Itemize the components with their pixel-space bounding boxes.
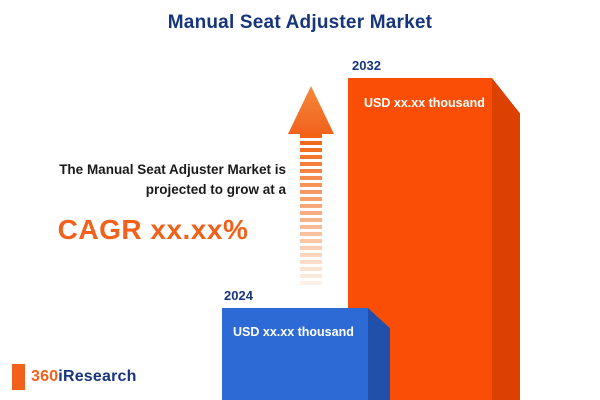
logo-text-iresearch: iResearch: [58, 368, 137, 385]
bar-2032-year-label: 2032: [352, 58, 381, 73]
description-line-2: projected to grow at a: [145, 182, 286, 198]
bar-2032-side-face: [492, 78, 520, 400]
bar-2024-year-label: 2024: [224, 288, 253, 303]
arrow-shaft-dashes: [300, 134, 322, 286]
chart-title: Manual Seat Adjuster Market: [167, 12, 433, 33]
description-line-1: The Manual Seat Adjuster Market is: [59, 162, 286, 177]
bar-2024-side-face: [368, 308, 390, 400]
cagr-value: CAGR xx.xx%: [57, 213, 249, 245]
growth-arrow-icon: [288, 86, 334, 286]
logo-text: 360iResearch: [31, 368, 137, 386]
logo-mark-icon: [12, 364, 25, 390]
arrow-head-icon: [288, 86, 334, 134]
bar-2024: [222, 308, 368, 400]
growth-description: The Manual Seat Adjuster Market is proje…: [20, 160, 286, 251]
brand-logo: 360iResearch: [12, 364, 137, 390]
bar-2024-value-label: USD xx.xx thousand: [233, 325, 354, 339]
bar-2032-value-label: USD xx.xx thousand: [364, 96, 485, 110]
logo-text-360: 360: [31, 368, 59, 385]
